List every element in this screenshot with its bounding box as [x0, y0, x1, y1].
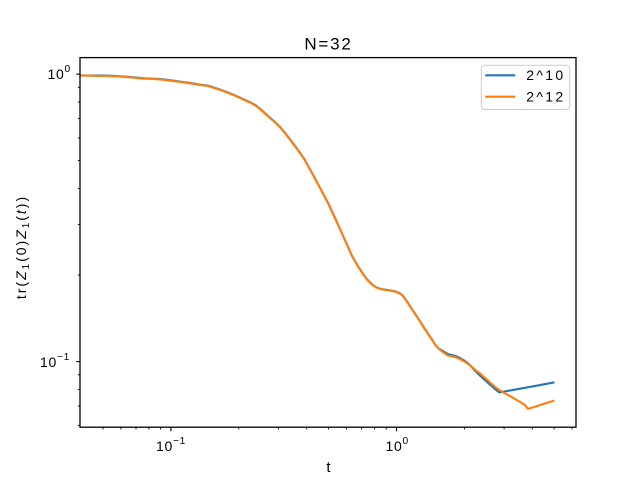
svg-text:t: t [326, 459, 331, 476]
svg-text:2^10: 2^10 [526, 67, 565, 83]
svg-text:N=32: N=32 [304, 35, 352, 54]
svg-text:2^12: 2^12 [526, 89, 565, 105]
svg-text:tr(Z1(0)Z1(t)): tr(Z1(0)Z1(t)) [13, 195, 32, 299]
